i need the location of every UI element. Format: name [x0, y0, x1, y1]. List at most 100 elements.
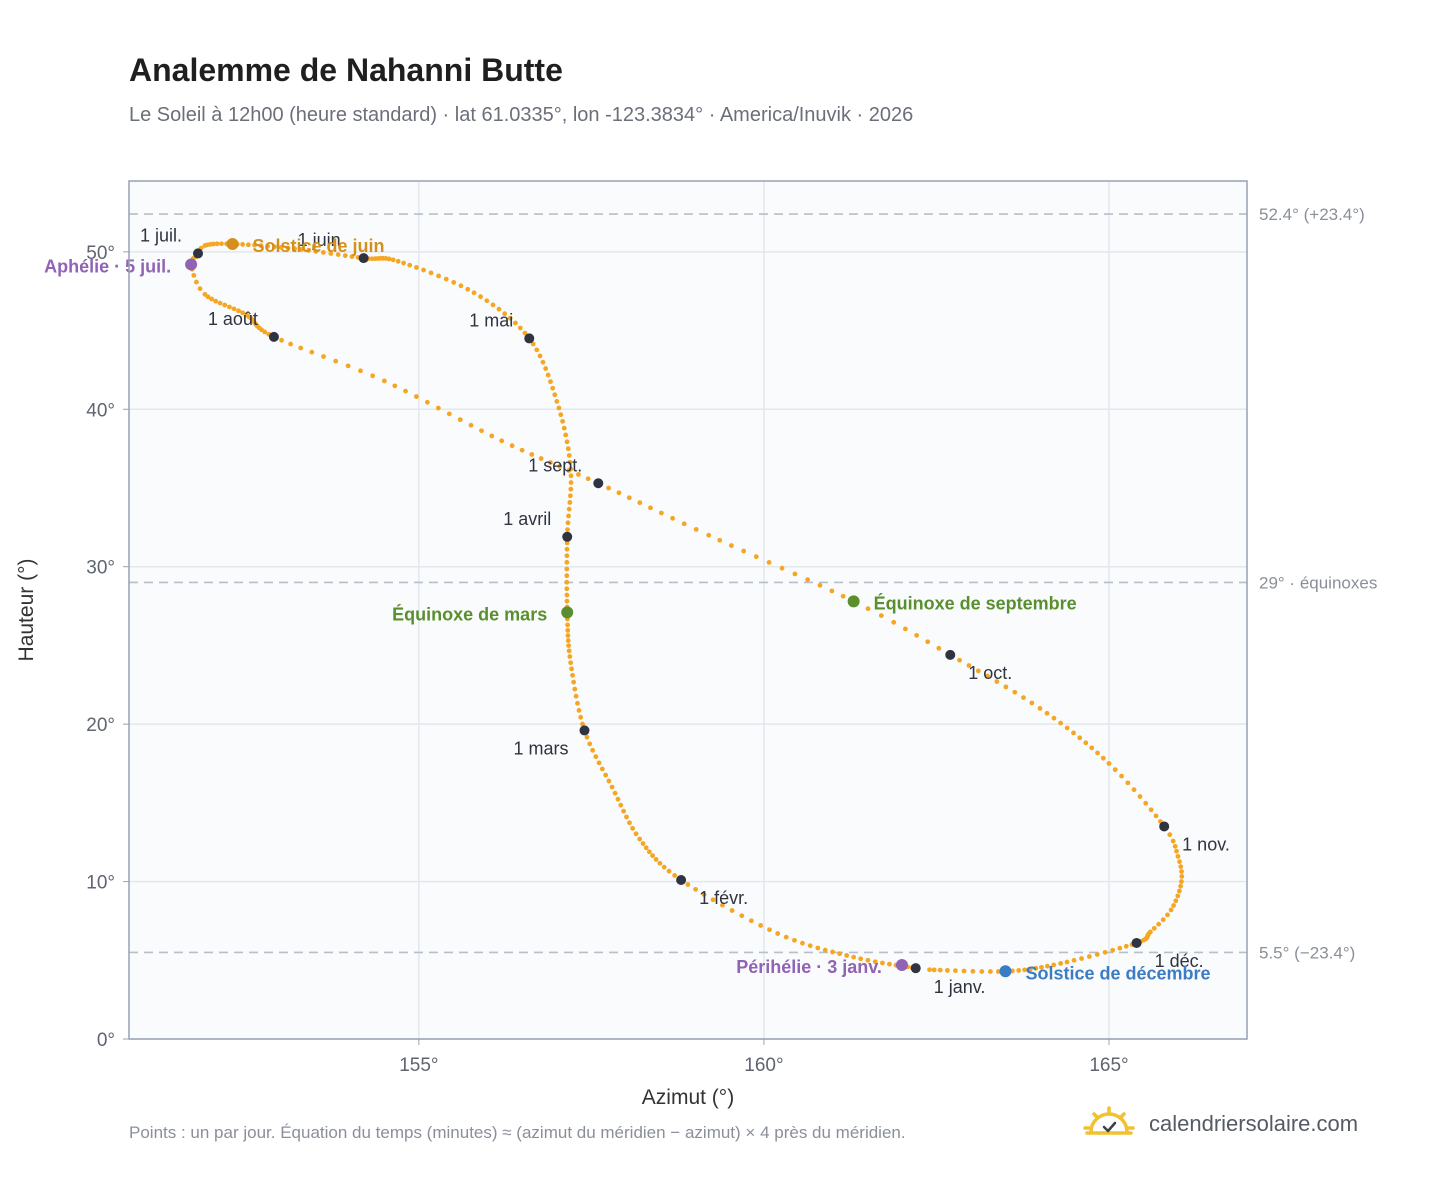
daily-point	[1021, 695, 1026, 700]
daily-point	[626, 495, 632, 501]
daily-point	[706, 532, 712, 538]
daily-point	[1045, 963, 1050, 969]
daily-point	[561, 425, 567, 431]
month-marker-label: 1 nov.	[1182, 834, 1230, 854]
daily-point	[927, 967, 932, 973]
daily-point	[729, 543, 734, 548]
daily-point	[872, 959, 878, 965]
daily-point	[1079, 956, 1084, 961]
daily-point	[565, 622, 570, 628]
daily-point	[512, 320, 518, 326]
month-marker	[910, 963, 921, 974]
daily-point	[1077, 735, 1083, 741]
daily-point	[570, 672, 575, 678]
daily-point	[748, 918, 754, 924]
daily-point	[1058, 720, 1064, 726]
daily-point	[285, 245, 291, 251]
daily-point	[564, 439, 570, 445]
daily-point	[1037, 705, 1043, 711]
daily-point	[1170, 838, 1176, 844]
daily-point	[1095, 750, 1100, 756]
daily-point	[1083, 740, 1089, 746]
daily-point	[1100, 755, 1106, 761]
daily-point	[529, 452, 535, 457]
daily-point	[1148, 807, 1154, 813]
month-marker	[945, 649, 956, 660]
daily-point	[191, 272, 197, 278]
daily-point	[252, 242, 257, 248]
daily-point	[606, 485, 612, 491]
daily-point	[653, 857, 659, 862]
daily-point	[717, 537, 723, 543]
event-label: Équinoxe de mars	[392, 603, 547, 624]
event-marker	[895, 959, 908, 972]
daily-point	[288, 341, 293, 347]
daily-point	[1125, 780, 1131, 786]
daily-point	[534, 347, 540, 353]
daily-point	[451, 280, 457, 285]
daily-point	[554, 399, 560, 404]
daily-point	[624, 814, 629, 820]
daily-point	[471, 290, 477, 296]
daily-point	[1051, 715, 1057, 721]
daily-point	[961, 968, 967, 974]
daily-point	[937, 967, 943, 973]
month-marker	[1131, 937, 1142, 948]
daily-point	[320, 250, 326, 255]
daily-point	[1022, 967, 1028, 973]
event-marker	[847, 595, 860, 608]
daily-point	[414, 394, 419, 399]
axes: 155° 160° 165° 0° 10° 20° 30° 40° 50°	[86, 243, 1128, 1076]
daily-point	[1027, 966, 1033, 972]
month-marker-label: 1 sept.	[528, 455, 582, 475]
daily-point	[681, 521, 687, 527]
daily-point	[957, 657, 962, 663]
daily-point	[775, 931, 781, 936]
daily-point	[844, 953, 850, 958]
daily-point	[245, 242, 251, 248]
daily-point	[1168, 907, 1174, 913]
daily-point	[1179, 869, 1184, 874]
daily-point	[369, 256, 375, 262]
daily-point	[767, 927, 772, 933]
daily-point	[217, 300, 223, 306]
daily-point	[621, 808, 626, 814]
daily-point	[202, 243, 208, 248]
daily-point	[478, 294, 483, 300]
daily-point	[1156, 921, 1162, 927]
daily-point	[214, 241, 220, 247]
daily-point	[457, 417, 463, 423]
daily-point	[1094, 952, 1100, 957]
y-tick-label: 50°	[86, 243, 115, 264]
daily-point	[222, 302, 228, 308]
daily-point	[479, 428, 484, 434]
daily-point	[779, 565, 785, 571]
daily-point	[1051, 962, 1057, 968]
daily-point	[1029, 700, 1035, 706]
daily-point	[1143, 800, 1149, 806]
daily-point	[565, 446, 571, 452]
daily-point	[637, 500, 643, 506]
daily-point	[517, 325, 523, 331]
daily-point	[550, 385, 556, 391]
daily-point	[458, 283, 464, 289]
daily-point	[633, 831, 639, 837]
daily-point	[299, 247, 304, 252]
daily-point	[272, 244, 277, 250]
daily-point	[720, 902, 725, 908]
daily-point	[878, 613, 884, 619]
daily-point	[390, 257, 396, 263]
daily-point	[646, 849, 652, 855]
event-label: Équinoxe de septembre	[874, 592, 1077, 613]
daily-point	[627, 820, 632, 826]
daily-point	[1058, 961, 1064, 966]
daily-point	[240, 310, 246, 316]
brand-link[interactable]: calendriersolaire.com	[1083, 1104, 1358, 1144]
daily-point	[1003, 684, 1009, 690]
daily-point	[596, 760, 602, 766]
x-tick-label: 155°	[399, 1055, 438, 1076]
daily-point	[1044, 710, 1050, 716]
daily-point	[358, 368, 363, 374]
month-marker	[268, 331, 279, 342]
daily-point	[568, 486, 574, 492]
